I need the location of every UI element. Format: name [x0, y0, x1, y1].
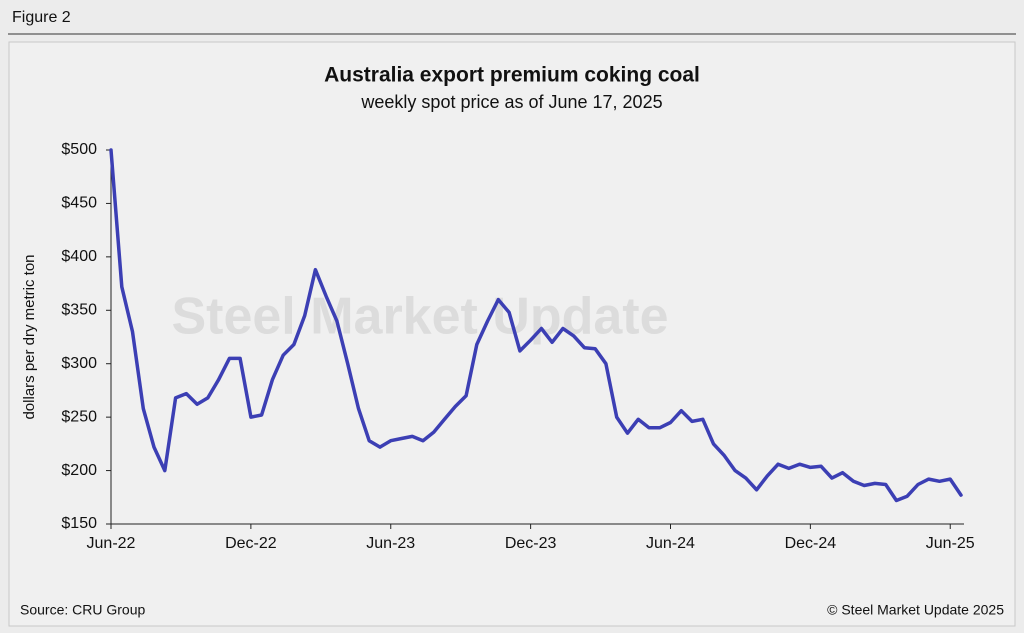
y-tick-label: $250: [61, 408, 97, 425]
watermark: Steel Market Update: [171, 288, 668, 346]
x-tick-label: Dec-23: [505, 535, 557, 552]
y-tick-label: $500: [61, 141, 97, 158]
price-line: [109, 148, 963, 503]
x-tick-label: Jun-24: [646, 535, 695, 552]
x-tick-label: Jun-22: [87, 535, 136, 552]
y-tick-label: $300: [61, 355, 97, 372]
figure-label: Figure 2: [12, 9, 71, 26]
chart-subtitle: weekly spot price as of June 17, 2025: [360, 92, 662, 112]
chart-title: Australia export premium coking coal: [324, 64, 700, 87]
y-tick-label: $450: [61, 195, 97, 212]
x-tick-label: Dec-22: [225, 535, 277, 552]
x-tick-label: Jun-23: [366, 535, 415, 552]
y-tick-label: $200: [61, 462, 97, 479]
y-axis-label: dollars per dry metric ton: [21, 254, 38, 419]
x-tick-label: Jun-25: [926, 535, 975, 552]
copyright: © Steel Market Update 2025: [827, 602, 1004, 618]
x-tick-label: Dec-24: [785, 535, 837, 552]
y-tick-label: $150: [61, 515, 97, 532]
source: Source: CRU Group: [20, 602, 145, 618]
y-tick-label: $350: [61, 302, 97, 319]
y-tick-label: $400: [61, 248, 97, 265]
chart-panel: [8, 41, 1016, 627]
